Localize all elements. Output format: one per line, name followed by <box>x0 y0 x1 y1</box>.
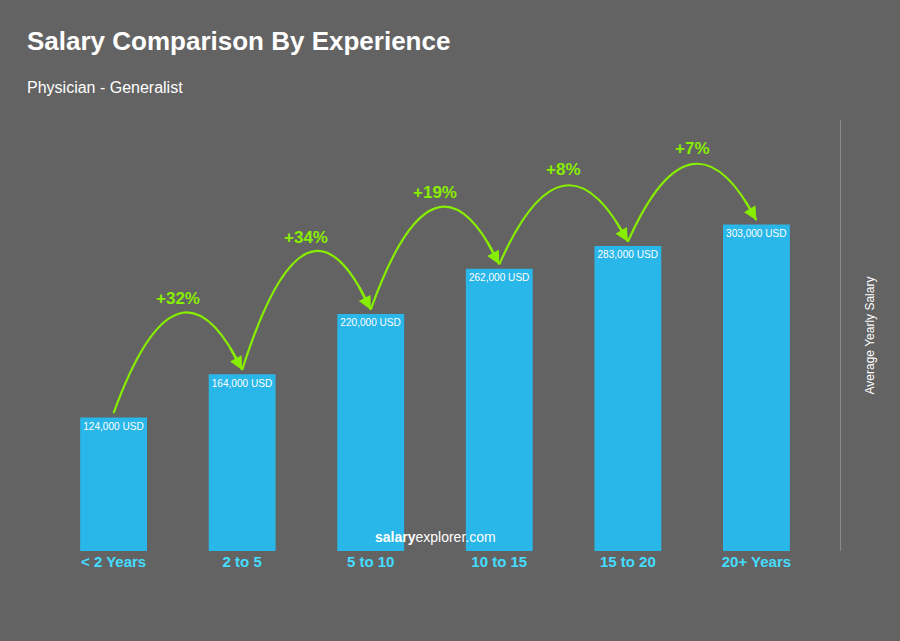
svg-text:Average Yearly Salary: Average Yearly Salary <box>863 277 877 395</box>
svg-text:5 to 10: 5 to 10 <box>347 553 395 570</box>
svg-text:283,000 USD: 283,000 USD <box>597 249 658 260</box>
svg-text:+34%: +34% <box>284 228 328 247</box>
svg-text:Salary Comparison By Experienc: Salary Comparison By Experience <box>27 26 450 56</box>
svg-text:15 to 20: 15 to 20 <box>600 553 656 570</box>
svg-text:10 to 15: 10 to 15 <box>471 553 527 570</box>
svg-text:+32%: +32% <box>156 289 200 308</box>
svg-text:303,000 USD: 303,000 USD <box>726 228 787 239</box>
svg-text:+19%: +19% <box>413 183 457 202</box>
svg-text:+7%: +7% <box>675 139 710 158</box>
svg-text:124,000 USD: 124,000 USD <box>83 421 144 432</box>
svg-text:220,000 USD: 220,000 USD <box>340 317 401 328</box>
svg-text:164,000 USD: 164,000 USD <box>212 378 273 389</box>
svg-text:< 2 Years: < 2 Years <box>81 553 146 570</box>
svg-text:20+ Years: 20+ Years <box>722 553 791 570</box>
svg-text:+8%: +8% <box>546 160 581 179</box>
svg-text:Physician - Generalist: Physician - Generalist <box>27 79 183 96</box>
svg-text:262,000 USD: 262,000 USD <box>469 272 530 283</box>
svg-text:2 to 5: 2 to 5 <box>223 553 262 570</box>
svg-text:salaryexplorer.com: salaryexplorer.com <box>375 529 496 545</box>
